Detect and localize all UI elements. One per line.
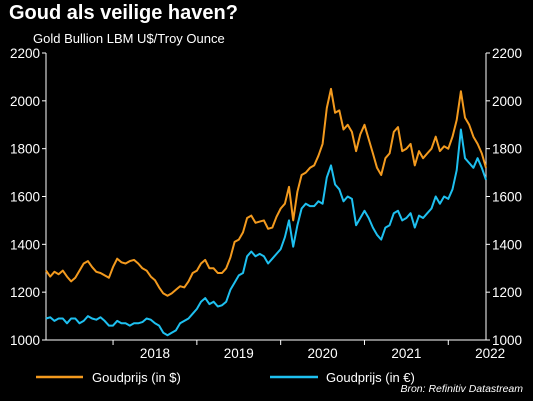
- y-tick-label-left: 1800: [10, 142, 40, 157]
- chart-subtitle: Gold Bullion LBM U$/Troy Ounce: [33, 31, 225, 46]
- legend-label-usd: Goudprijs (in $): [92, 370, 181, 385]
- series-layer: [45, 87, 487, 337]
- chart-title: Goud als veilige haven?: [9, 2, 238, 24]
- legend: Goudprijs (in $) Goudprijs (in €): [36, 370, 415, 385]
- legend-label-eur: Goudprijs (in €): [326, 370, 415, 385]
- series-line-usd: [45, 87, 487, 297]
- plot-frame: [45, 53, 487, 341]
- right-y-axis: 1000 1200 1400 1600 1800 2000 2200: [486, 46, 522, 348]
- y-tick-label-left: 2200: [10, 46, 40, 61]
- y-tick-label-right: 1000: [492, 333, 522, 348]
- y-tick-label-right: 2200: [492, 46, 522, 61]
- x-tick-label: 2019: [224, 346, 254, 361]
- left-y-axis: 1000 1200 1400 1600 1800 2000 2200: [10, 46, 46, 348]
- x-tick-label: 2021: [391, 346, 421, 361]
- y-tick-label-left: 1400: [10, 237, 40, 252]
- y-tick-label-left: 1200: [10, 285, 40, 300]
- y-tick-label-right: 1600: [492, 190, 522, 205]
- y-tick-label-left: 1000: [10, 333, 40, 348]
- y-tick-label-left: 1600: [10, 190, 40, 205]
- x-tick-label: 2020: [308, 346, 338, 361]
- y-tick-label-right: 2000: [492, 94, 522, 109]
- y-tick-label-right: 1400: [492, 237, 522, 252]
- x-axis: 2018 2019 2020 2021 2022: [112, 340, 505, 361]
- series-line-eur: [45, 128, 487, 337]
- y-tick-label-right: 1200: [492, 285, 522, 300]
- source-note: Bron: Refinitiv Datastream: [400, 383, 523, 395]
- y-tick-label-right: 1800: [492, 142, 522, 157]
- y-tick-label-left: 2000: [10, 94, 40, 109]
- x-tick-label: 2018: [140, 346, 170, 361]
- x-tick-label: 2022: [475, 346, 505, 361]
